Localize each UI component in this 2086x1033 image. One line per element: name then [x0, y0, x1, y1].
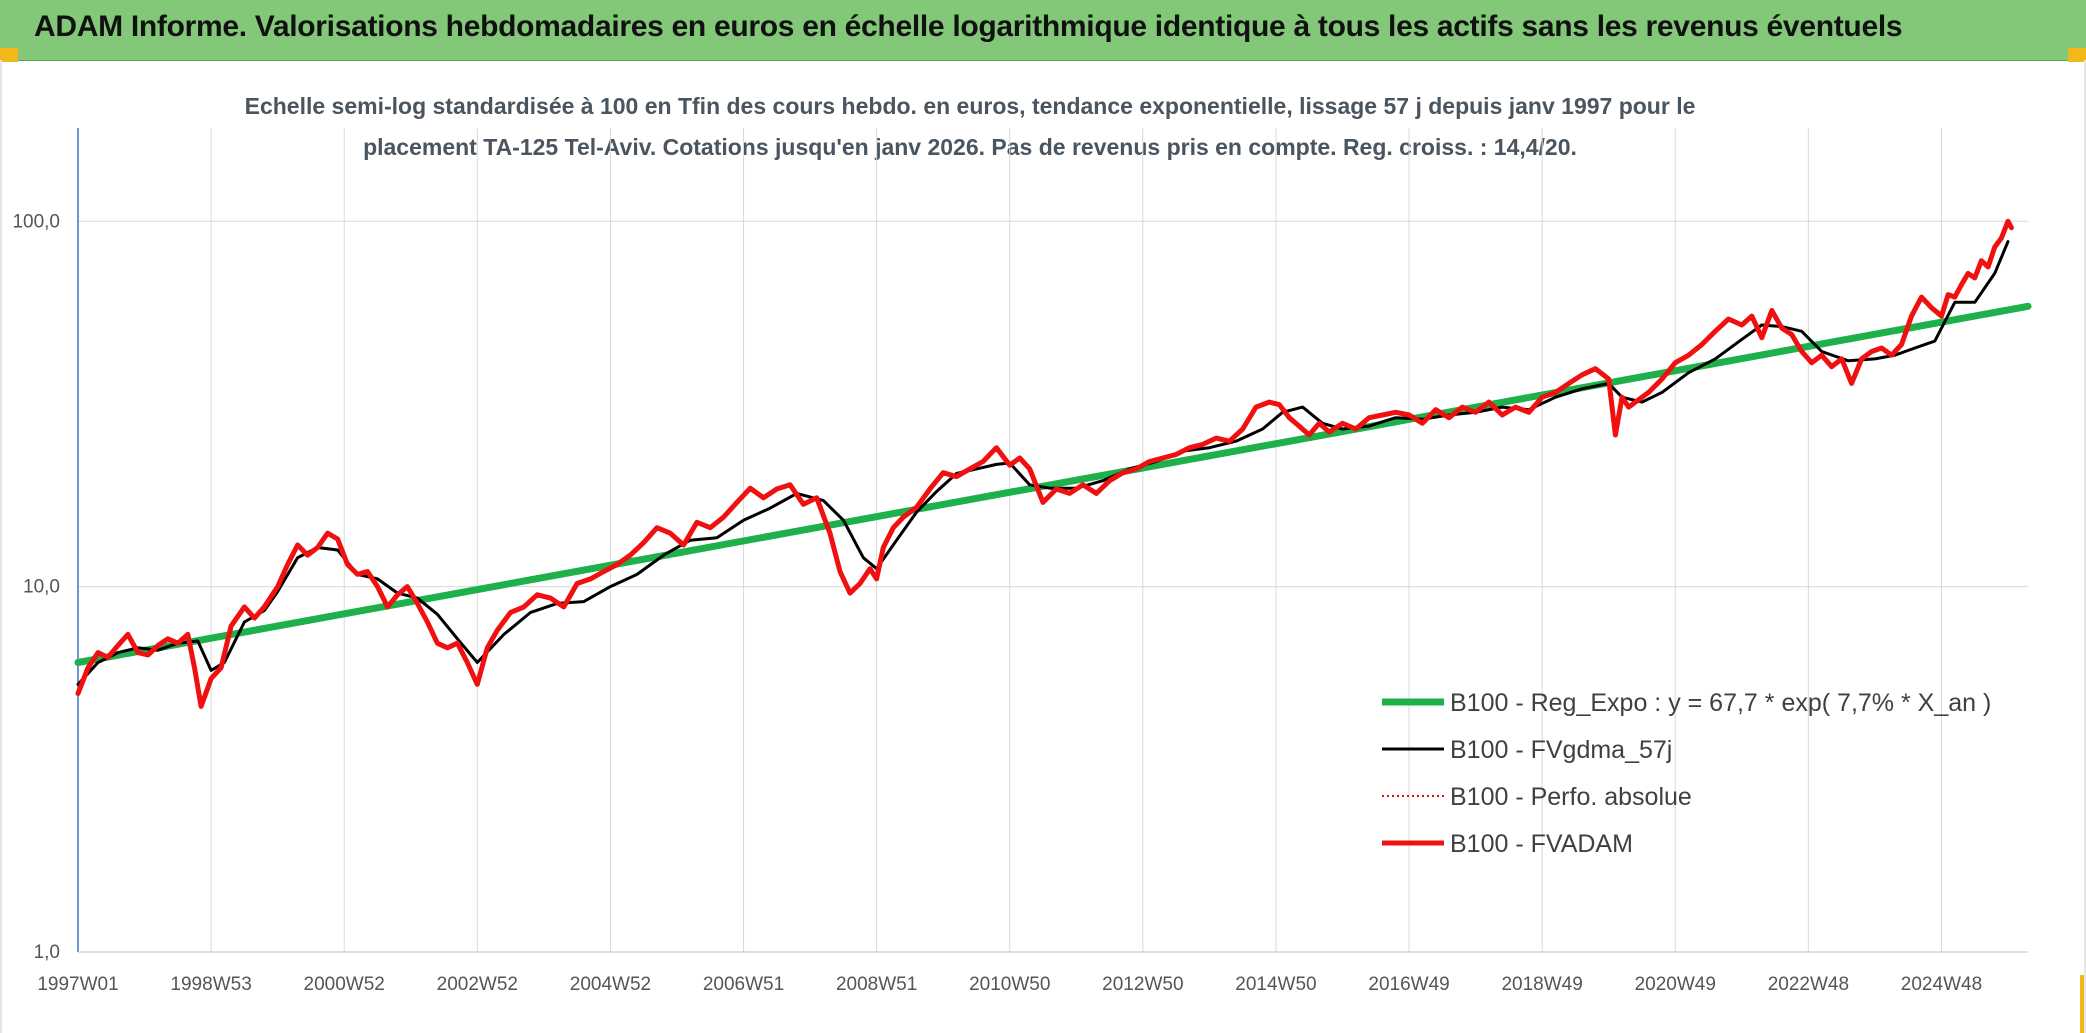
legend-entry-label: B100 - FVgdma_57j [1450, 736, 1672, 764]
chart-subtitle: Echelle semi-log standardisée à 100 en T… [240, 86, 1700, 168]
chart-frame [0, 60, 2086, 1033]
axes [77, 128, 2028, 953]
legend-entry-label: B100 - Reg_Expo : y = 67,7 * exp( 7,7% *… [1450, 689, 1991, 717]
legend-entry-label: B100 - Perfo. absolue [1450, 783, 1692, 811]
x-tick-label: 2018W49 [1501, 974, 1582, 995]
x-tick-label: 2002W52 [437, 974, 518, 995]
legend-entry-label: B100 - FVADAM [1450, 830, 1633, 858]
x-tick-label: 2008W51 [836, 974, 917, 995]
y-tick-label: 100,0 [12, 211, 60, 232]
x-tick-label: 2014W50 [1235, 974, 1316, 995]
tick-labels: 1997W01 1998W53 2000W52 2002W52 2004W52 2006W… [12, 211, 1982, 995]
x-tick-label: 2010W50 [969, 974, 1050, 995]
x-tick-label: 1998W53 [170, 974, 251, 995]
x-tick-label: 2016W49 [1368, 974, 1449, 995]
x-tick-label: 2004W52 [570, 974, 651, 995]
page-title: ADAM Informe. Valorisations hebdomadaire… [34, 10, 1903, 43]
subtitle-line-2: placement TA-125 Tel-Aviv. Cotations jus… [363, 134, 1577, 160]
series-line-smoothed [76, 240, 2010, 686]
series [74, 218, 2032, 709]
y-tick-label: 1,0 [34, 942, 60, 963]
grid [78, 128, 2028, 953]
x-tick-label: 2022W48 [1768, 974, 1849, 995]
x-tick-label: 2024W48 [1901, 974, 1982, 995]
header-bar: ADAM Informe. Valorisations hebdomadaire… [0, 0, 2086, 61]
series-line-regression [74, 302, 2032, 666]
x-tick-label: 2006W51 [703, 974, 784, 995]
x-tick-label: 1997W01 [37, 974, 118, 995]
legend: B100 - Reg_Expo : y = 67,7 * exp( 7,7% *… [1382, 689, 1991, 858]
y-tick-label: 10,0 [23, 577, 60, 598]
x-tick-label: 2012W50 [1102, 974, 1183, 995]
subtitle-line-1: Echelle semi-log standardisée à 100 en T… [244, 93, 1696, 119]
x-tick-label: 2020W49 [1635, 974, 1716, 995]
corner-accent-bottom-right [2080, 975, 2086, 1033]
corner-accent-left [0, 48, 18, 62]
corner-accent-right [2068, 48, 2086, 62]
series-line-fvadam [75, 218, 2014, 709]
x-tick-label: 2000W52 [304, 974, 385, 995]
